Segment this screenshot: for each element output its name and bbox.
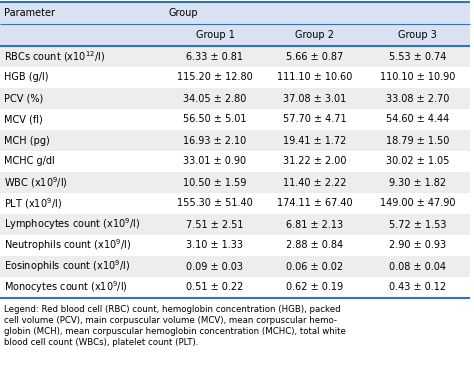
Text: 10.50 ± 1.59: 10.50 ± 1.59 bbox=[183, 177, 246, 187]
Bar bbox=[0, 256, 470, 277]
Bar bbox=[0, 46, 470, 67]
Text: 149.00 ± 47.90: 149.00 ± 47.90 bbox=[380, 199, 455, 208]
Bar bbox=[0, 172, 470, 193]
Text: Group 2: Group 2 bbox=[295, 30, 335, 40]
Text: 0.08 ± 0.04: 0.08 ± 0.04 bbox=[389, 262, 446, 272]
Bar bbox=[0, 130, 470, 151]
Text: 56.50 ± 5.01: 56.50 ± 5.01 bbox=[183, 114, 247, 124]
Text: 0.09 ± 0.03: 0.09 ± 0.03 bbox=[186, 262, 244, 272]
Text: 3.10 ± 1.33: 3.10 ± 1.33 bbox=[186, 241, 244, 251]
Text: WBC (x10$^{9}$/l): WBC (x10$^{9}$/l) bbox=[4, 175, 68, 190]
Bar bbox=[0, 151, 470, 172]
Text: 5.66 ± 0.87: 5.66 ± 0.87 bbox=[286, 52, 344, 62]
Text: 5.72 ± 1.53: 5.72 ± 1.53 bbox=[389, 220, 446, 230]
Text: 6.33 ± 0.81: 6.33 ± 0.81 bbox=[186, 52, 244, 62]
Text: 19.41 ± 1.72: 19.41 ± 1.72 bbox=[283, 135, 346, 145]
Text: 54.60 ± 4.44: 54.60 ± 4.44 bbox=[386, 114, 449, 124]
Text: Neutrophils count (x10$^{9}$/l): Neutrophils count (x10$^{9}$/l) bbox=[4, 238, 131, 254]
Text: PLT (x10$^{9}$/l): PLT (x10$^{9}$/l) bbox=[4, 196, 62, 211]
Bar bbox=[0, 2, 470, 24]
Text: MCH (pg): MCH (pg) bbox=[4, 135, 50, 145]
Text: 37.08 ± 3.01: 37.08 ± 3.01 bbox=[283, 93, 346, 103]
Text: 111.10 ± 10.60: 111.10 ± 10.60 bbox=[277, 72, 353, 83]
Text: Group: Group bbox=[169, 8, 199, 18]
Text: cell volume (PCV), main corpuscular volume (MCV), mean corpuscular hemo-: cell volume (PCV), main corpuscular volu… bbox=[4, 316, 337, 325]
Text: globin (MCH), mean corpuscular hemoglobin concentration (MCHC), total white: globin (MCH), mean corpuscular hemoglobi… bbox=[4, 327, 346, 336]
Text: 6.81 ± 2.13: 6.81 ± 2.13 bbox=[286, 220, 344, 230]
Text: 2.90 ± 0.93: 2.90 ± 0.93 bbox=[389, 241, 446, 251]
Text: Group 1: Group 1 bbox=[196, 30, 235, 40]
Text: blood cell count (WBCs), platelet count (PLT).: blood cell count (WBCs), platelet count … bbox=[4, 338, 199, 347]
Text: 2.88 ± 0.84: 2.88 ± 0.84 bbox=[286, 241, 344, 251]
Text: 5.53 ± 0.74: 5.53 ± 0.74 bbox=[389, 52, 446, 62]
Bar bbox=[0, 214, 470, 235]
Text: 31.22 ± 2.00: 31.22 ± 2.00 bbox=[283, 156, 347, 166]
Text: 34.05 ± 2.80: 34.05 ± 2.80 bbox=[183, 93, 246, 103]
Text: 57.70 ± 4.71: 57.70 ± 4.71 bbox=[283, 114, 347, 124]
Text: 33.01 ± 0.90: 33.01 ± 0.90 bbox=[183, 156, 246, 166]
Text: 0.06 ± 0.02: 0.06 ± 0.02 bbox=[286, 262, 344, 272]
Text: 7.51 ± 2.51: 7.51 ± 2.51 bbox=[186, 220, 244, 230]
Text: RBCs count (x10$^{12}$/l): RBCs count (x10$^{12}$/l) bbox=[4, 49, 105, 64]
Text: Eosinophils count (x10$^{9}$/l): Eosinophils count (x10$^{9}$/l) bbox=[4, 259, 130, 275]
Text: 110.10 ± 10.90: 110.10 ± 10.90 bbox=[380, 72, 455, 83]
Bar bbox=[0, 24, 470, 46]
Text: 0.51 ± 0.22: 0.51 ± 0.22 bbox=[186, 283, 244, 293]
Text: 33.08 ± 2.70: 33.08 ± 2.70 bbox=[386, 93, 449, 103]
Bar bbox=[0, 277, 470, 298]
Bar bbox=[0, 235, 470, 256]
Text: 18.79 ± 1.50: 18.79 ± 1.50 bbox=[386, 135, 449, 145]
Text: 11.40 ± 2.22: 11.40 ± 2.22 bbox=[283, 177, 347, 187]
Bar bbox=[0, 88, 470, 109]
Text: HGB (g/l): HGB (g/l) bbox=[4, 72, 48, 83]
Text: Legend: Red blood cell (RBC) count, hemoglobin concentration (HGB), packed: Legend: Red blood cell (RBC) count, hemo… bbox=[4, 305, 341, 314]
Text: 0.43 ± 0.12: 0.43 ± 0.12 bbox=[389, 283, 446, 293]
Text: Lymphocytes count (x10$^{9}$/l): Lymphocytes count (x10$^{9}$/l) bbox=[4, 217, 140, 232]
Text: 9.30 ± 1.82: 9.30 ± 1.82 bbox=[389, 177, 446, 187]
Text: 174.11 ± 67.40: 174.11 ± 67.40 bbox=[277, 199, 353, 208]
Text: 115.20 ± 12.80: 115.20 ± 12.80 bbox=[177, 72, 253, 83]
Text: 155.30 ± 51.40: 155.30 ± 51.40 bbox=[177, 199, 253, 208]
Text: Group 3: Group 3 bbox=[398, 30, 437, 40]
Text: MCV (fl): MCV (fl) bbox=[4, 114, 43, 124]
Text: 30.02 ± 1.05: 30.02 ± 1.05 bbox=[386, 156, 449, 166]
Text: 16.93 ± 2.10: 16.93 ± 2.10 bbox=[183, 135, 246, 145]
Bar bbox=[0, 67, 470, 88]
Text: MCHC g/dl: MCHC g/dl bbox=[4, 156, 55, 166]
Text: PCV (%): PCV (%) bbox=[4, 93, 43, 103]
Bar bbox=[0, 109, 470, 130]
Text: Monocytes count (x10$^{9}$/l): Monocytes count (x10$^{9}$/l) bbox=[4, 280, 128, 296]
Text: 0.62 ± 0.19: 0.62 ± 0.19 bbox=[286, 283, 344, 293]
Bar bbox=[0, 193, 470, 214]
Text: Parameter: Parameter bbox=[4, 8, 55, 18]
